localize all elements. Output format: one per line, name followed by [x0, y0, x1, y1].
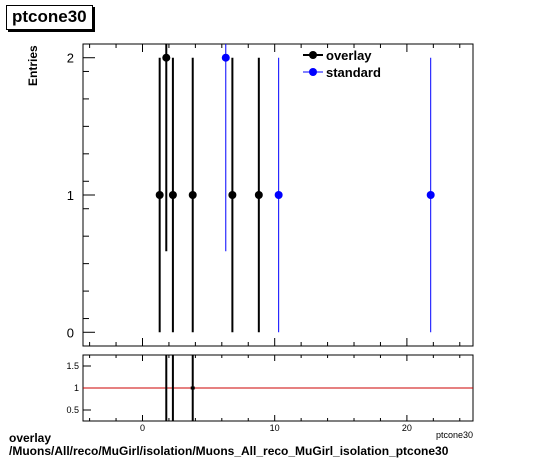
data-point — [254, 191, 263, 199]
data-point — [168, 191, 177, 199]
ratio-y-tick-label: 1.5 — [66, 361, 79, 371]
y-tick-label: 0 — [67, 325, 74, 340]
data-point — [155, 191, 164, 199]
plot-title: ptcone30 — [6, 5, 93, 30]
footer-caption: overlay /Muons/All/reco/MuGirl/isolation… — [9, 432, 448, 458]
data-point — [162, 53, 171, 62]
y-tick-label: 2 — [67, 51, 74, 66]
legend-marker — [309, 51, 317, 59]
ratio-x-tick-label: 10 — [270, 423, 280, 433]
data-point — [188, 191, 197, 199]
legend-label: overlay — [326, 48, 372, 63]
ratio-x-tick-label: 20 — [402, 423, 412, 433]
ratio-x-tick-label: 0 — [140, 423, 145, 433]
y-tick-label: 1 — [67, 188, 74, 203]
ratio-y-tick-label: 0.5 — [66, 405, 79, 415]
ratio-plot: 0.5 1 1.5 0 10 20 ptcone30 — [66, 354, 474, 440]
data-point — [426, 191, 435, 199]
main-plot: 0 1 2 Entries overlay standard — [26, 43, 474, 347]
ratio-point — [190, 386, 195, 390]
series-overlay — [155, 44, 263, 333]
data-point — [274, 191, 283, 199]
x-axis-label: ptcone30 — [436, 430, 473, 440]
legend-label: standard — [326, 65, 381, 80]
footer-line-1: overlay — [9, 431, 52, 445]
ratio-y-tick-label: 1 — [74, 383, 79, 393]
data-point — [228, 191, 237, 199]
series-standard — [221, 44, 435, 333]
footer-line-2: /Muons/All/reco/MuGirl/isolation/Muons_A… — [9, 444, 449, 458]
y-axis-label: Entries — [26, 45, 40, 86]
legend-marker — [309, 68, 317, 76]
legend: overlay standard — [303, 48, 381, 80]
data-point — [221, 53, 230, 62]
